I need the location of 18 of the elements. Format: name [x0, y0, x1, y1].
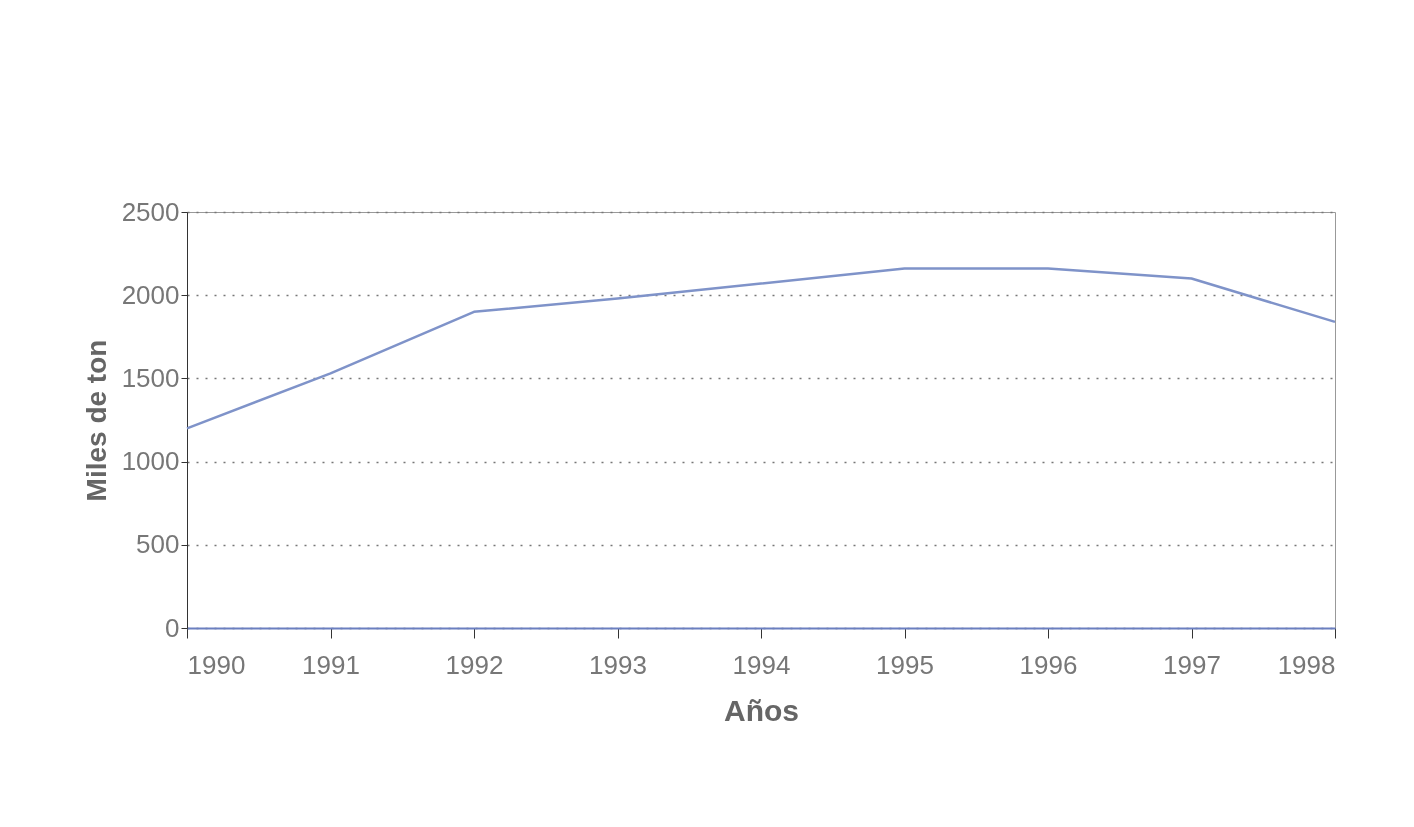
x-axis-title: Años	[724, 693, 799, 727]
x-tick-label: 1996	[1019, 649, 1078, 680]
y-tick-label: 2000	[121, 279, 180, 310]
y-tick-label: 2500	[121, 196, 180, 227]
y-tick-label: 500	[136, 529, 180, 560]
x-tick-label: 1994	[732, 649, 791, 680]
y-axis-title: Miles de ton	[80, 339, 112, 502]
y-tick-label: 1500	[121, 362, 180, 393]
x-tick-label: 1992	[445, 649, 504, 680]
x-tick-label: 1990	[187, 649, 246, 680]
line-series	[185, 267, 1337, 430]
x-tick-label: 1995	[876, 649, 934, 680]
x-tick-label: 1993	[589, 649, 647, 680]
y-tick-label: 1000	[121, 446, 180, 477]
x-tick-label: 1997	[1163, 649, 1221, 680]
x-tick-label: 1991	[302, 649, 360, 680]
y-tick-label: 0	[165, 612, 180, 643]
x-tick-label: 1998	[1277, 649, 1336, 680]
